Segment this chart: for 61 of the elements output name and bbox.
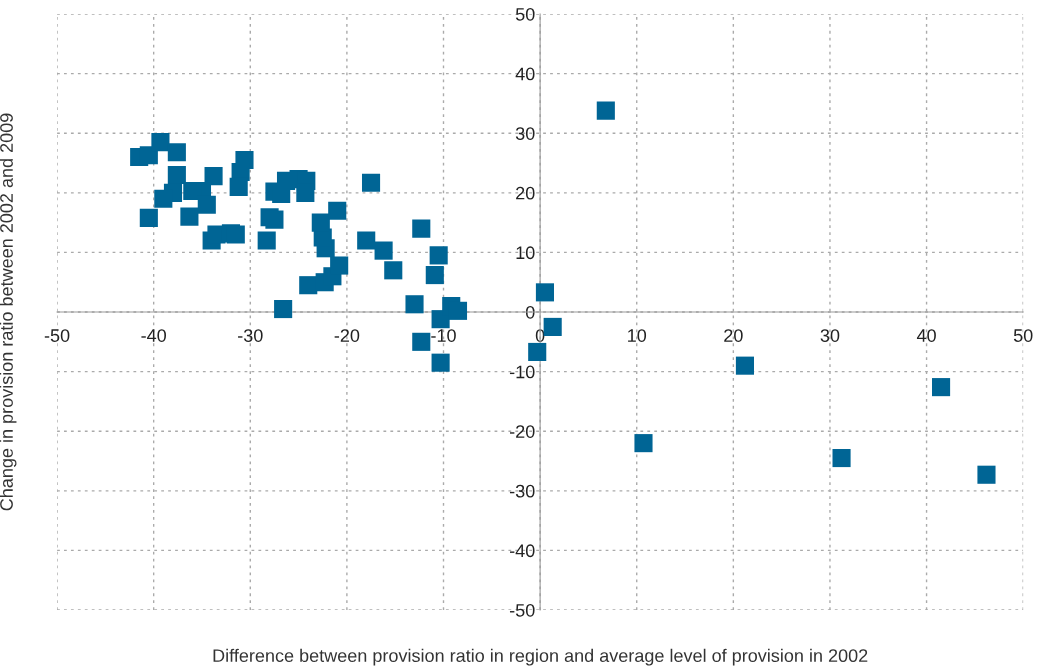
y-tick-label: 20 [516,186,535,200]
x-tick-label: -30 [238,329,263,342]
point [357,231,376,250]
point [429,246,448,265]
x-tick-label: 30 [820,329,840,342]
point [330,256,349,275]
point [328,201,347,220]
point [384,261,403,280]
point [274,299,293,319]
point [634,434,653,453]
point [431,353,450,372]
point [374,241,393,260]
x-tick-label: 0 [535,329,545,342]
point [412,332,431,351]
x-tick-label: 10 [628,329,647,342]
point [412,219,431,238]
point [535,283,554,302]
point [448,301,468,320]
y-tick-label: 40 [515,67,535,81]
point [425,266,444,285]
point [735,356,754,375]
y-tick-label: 50 [515,7,535,21]
point [299,276,318,295]
point [265,210,284,229]
y-tick-label: -30 [509,484,535,498]
point [932,378,951,397]
x-tick-label: 20 [724,329,743,342]
x-axis-title: Difference between provision ratio in region and average level of provision in 2002 [213,648,868,666]
y-tick-label: 10 [516,246,535,260]
point [832,448,851,468]
point [197,195,216,214]
point [167,143,186,162]
point [528,342,547,362]
x-tick-label: 40 [916,329,936,342]
x-tick-label: -40 [141,329,167,342]
point [361,173,381,192]
point [405,295,424,314]
point [226,225,245,244]
y-tick-label: 0 [525,305,535,319]
point [543,317,562,336]
x-tick-label: 50 [1013,329,1033,342]
x-tick-label: -10 [431,329,456,342]
point [311,213,330,232]
point [167,165,186,184]
point [257,231,276,250]
point [977,465,996,484]
point [204,167,223,186]
point [139,208,158,227]
y-tick-label: -20 [509,425,535,438]
point [596,101,615,120]
y-tick-label: -50 [509,603,535,617]
point [151,133,170,152]
y-tick-label: 30 [515,127,535,140]
y-tick-label: -10 [509,365,535,379]
y-tick-label: -40 [509,544,535,558]
x-tick-label: -50 [44,329,70,342]
x-tick-label: -20 [334,329,360,342]
point [154,189,173,208]
point [229,177,248,196]
y-axis-title: Change in provision ratio between 2002 and 2009 [0,113,17,511]
point [180,207,199,226]
